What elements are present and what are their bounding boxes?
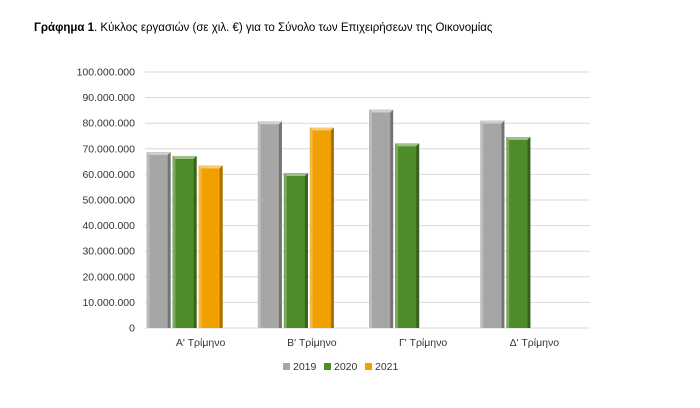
legend-label: 2020 <box>334 361 358 373</box>
y-tick-label: 60.000.000 <box>82 169 135 181</box>
y-axis-ticks: 0 10.000.000 20.000.000 30.000.000 40.000.00… <box>77 67 136 335</box>
bar-2020-3 <box>395 143 420 328</box>
legend-label: 2021 <box>375 361 399 373</box>
y-tick-label: 10.000.000 <box>82 297 135 309</box>
y-tick-label: 70.000.000 <box>82 143 135 155</box>
y-tick-label: 80.000.000 <box>82 118 135 130</box>
legend-swatch <box>324 363 331 370</box>
y-tick-label: 50.000.000 <box>82 195 135 207</box>
y-tick-label: 40.000.000 <box>82 220 135 232</box>
legend-swatch <box>365 363 372 370</box>
legend: 2019 2020 2021 <box>283 361 399 373</box>
chart-title: Γράφημα 1. Κύκλος εργασιών (σε χιλ. €) γ… <box>34 22 492 34</box>
bar-2020-2 <box>283 173 308 328</box>
y-tick-label: 0 <box>129 323 135 335</box>
legend-item-2020: 2020 <box>324 361 358 373</box>
chart-title-number: Γράφημα 1 <box>34 22 95 34</box>
x-category-label: Γ' Τρίμηνο <box>399 337 447 349</box>
bar-2021-1 <box>198 165 223 328</box>
legend-item-2019: 2019 <box>283 361 317 373</box>
y-tick-label: 100.000.000 <box>77 67 136 79</box>
bar-2019-1 <box>146 152 171 328</box>
bar-2019-2 <box>257 121 282 329</box>
bars <box>146 109 531 329</box>
y-tick-label: 20.000.000 <box>82 271 135 283</box>
legend-label: 2019 <box>293 361 317 373</box>
x-category-label: Β' Τρίμηνο <box>287 337 337 349</box>
y-tick-label: 90.000.000 <box>82 92 135 104</box>
bar-2020-4 <box>506 137 531 328</box>
bar-2019-3 <box>369 109 394 328</box>
legend-item-2021: 2021 <box>365 361 399 373</box>
bar-2021-2 <box>309 127 334 328</box>
y-tick-label: 30.000.000 <box>82 246 135 258</box>
x-category-label: Α' Τρίμηνο <box>176 337 226 349</box>
x-category-label: Δ' Τρίμηνο <box>510 337 560 349</box>
bar-2020-1 <box>172 155 197 328</box>
legend-swatch <box>283 363 290 370</box>
chart-title-text: . Κύκλος εργασιών (σε χιλ. €) για το Σύν… <box>94 22 493 34</box>
bar-2019-4 <box>480 120 505 328</box>
x-axis-categories: Α' Τρίμηνο Β' Τρίμηνο Γ' Τρίμηνο Δ' Τρίμηνο <box>176 337 559 349</box>
